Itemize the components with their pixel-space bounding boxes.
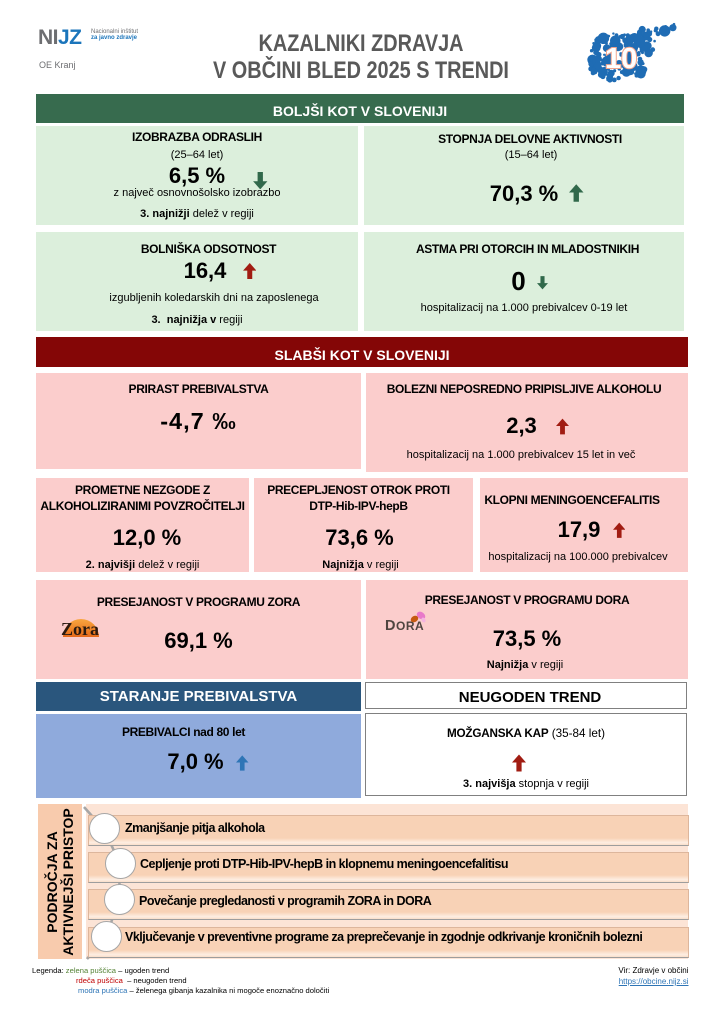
svg-text:10: 10 [605,43,637,75]
